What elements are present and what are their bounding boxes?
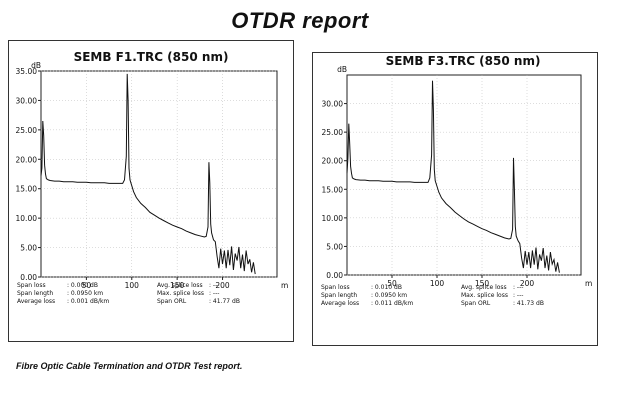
y-tick-label: 15.00	[16, 185, 38, 194]
y-tick-label: 20.00	[322, 157, 344, 166]
stat-value: : 0.001 dB/km	[67, 298, 109, 305]
stat-label: Average loss	[17, 298, 55, 305]
otdr-trace-panel-2: SEMB F3.TRC (850 nm) 0.00 5.00 10.00 15.00 20…	[312, 52, 598, 346]
stat-label: Span length	[321, 292, 357, 299]
y-tick-label: 30.00	[16, 96, 38, 105]
stat-value: : ---	[513, 292, 523, 299]
y-tick-label: 20.00	[16, 155, 38, 164]
page-title: OTDR report	[231, 8, 369, 33]
y-tick-label: 25.00	[16, 126, 38, 135]
otdr-trace-line	[40, 73, 256, 275]
plot-frame	[40, 70, 278, 278]
stat-label: Max. splice loss	[157, 290, 204, 297]
x-tick-label: 150	[475, 279, 490, 288]
stat-value: : 0.0950 km	[371, 292, 407, 299]
x-tick-label: 200	[520, 279, 535, 288]
stat-label: Span loss	[17, 282, 46, 289]
x-tick-label: 50	[387, 279, 397, 288]
stat-value: : ---	[513, 284, 523, 291]
stat-value: : 0.0950 km	[67, 290, 103, 297]
stat-value: : ---	[209, 290, 219, 297]
stat-value: : 0.011 dB/km	[371, 300, 413, 307]
otdr-trace-panel-1: SEMB F1.TRC (850 nm) 0.00 5.00 10.00 15.00 20…	[8, 40, 294, 342]
y-tick-label: 30.00	[322, 100, 344, 109]
x-tick-label: 100	[430, 279, 445, 288]
stat-value: : 0.000 dB	[67, 282, 98, 289]
x-tick-label: 50	[82, 281, 92, 290]
stat-label: Span ORL	[461, 300, 491, 307]
x-tick-label: 200	[215, 281, 230, 290]
stat-label: Average loss	[321, 300, 359, 307]
x-tick-label: 100	[125, 281, 140, 290]
otdr-trace-line	[346, 80, 560, 273]
stat-value: : ---	[209, 282, 219, 289]
stat-value: : 41.77 dB	[209, 298, 240, 305]
stat-value: : 0.010 dB	[371, 284, 402, 291]
report-caption: Fibre Optic Cable Termination and OTDR T…	[16, 361, 243, 371]
y-tick-label: 10.00	[322, 214, 344, 223]
stat-label: Avg. splice loss	[157, 282, 203, 289]
y-tick-label: 15.00	[322, 185, 344, 194]
y-tick-label: 5.00	[326, 242, 343, 251]
chart-title: SEMB F3.TRC (850 nm)	[386, 54, 541, 68]
y-tick-label: 0.00	[20, 273, 37, 282]
stat-label: Max. splice loss	[461, 292, 508, 299]
y-tick-label: 10.00	[16, 214, 38, 223]
y-tick-label: 35.00	[16, 67, 38, 76]
stat-label: Avg. splice loss	[461, 284, 507, 291]
x-unit-label: m	[281, 281, 288, 290]
x-unit-label: m	[585, 279, 592, 288]
y-tick-label: 0.00	[326, 271, 343, 280]
stat-label: Span ORL	[157, 298, 187, 305]
x-tick-label: 150	[170, 281, 185, 290]
y-tick-label: 5.00	[20, 244, 37, 253]
otdr-trace-chart-2: SEMB F3.TRC (850 nm) 0.00 5.00 10.00 15.00 20…	[321, 54, 592, 307]
stat-label: Span loss	[321, 284, 350, 291]
y-tick-label: 25.00	[322, 128, 344, 137]
otdr-trace-chart-1: SEMB F1.TRC (850 nm) 0.00 5.00 10.00 15.00 20…	[16, 50, 289, 305]
chart-title: SEMB F1.TRC (850 nm)	[74, 50, 229, 64]
y-unit-label: dB	[337, 65, 347, 74]
plot-frame	[346, 74, 582, 276]
stat-label: Span length	[17, 290, 53, 297]
stat-value: : 41.73 dB	[513, 300, 544, 307]
y-unit-label: dB	[31, 61, 41, 70]
